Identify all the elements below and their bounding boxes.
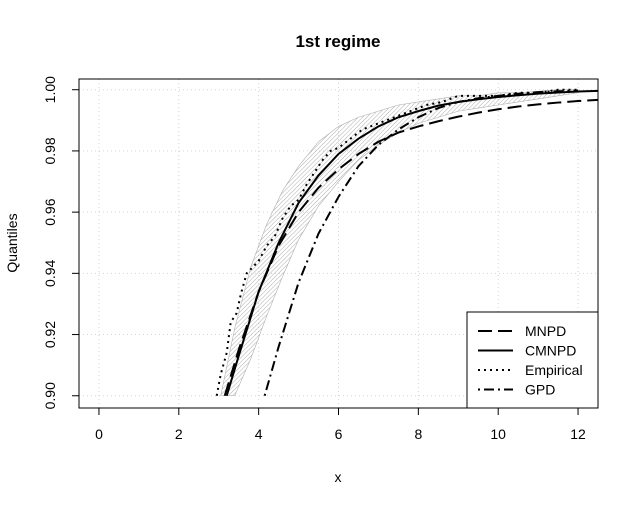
- legend-label-empirical: Empirical: [525, 362, 583, 378]
- y-axis-label: Quantiles: [4, 213, 20, 272]
- y-tick-label: 0.96: [42, 198, 58, 225]
- x-tick-label: 12: [570, 426, 586, 442]
- legend-label-mnpd: MNPD: [525, 323, 566, 339]
- chart-title: 1st regime: [295, 32, 380, 51]
- x-axis-label: x: [335, 469, 342, 485]
- legend-box: [466, 311, 599, 409]
- x-tick-label: 0: [95, 426, 103, 442]
- series-line-empirical: [215, 88, 579, 396]
- x-tick-label: 8: [414, 426, 422, 442]
- y-axis: 0.90 0.92 0.94 0.96 0.98 1.00: [42, 76, 80, 409]
- x-tick-label: 4: [255, 426, 263, 442]
- y-tick-label: 0.94: [42, 260, 58, 287]
- x-tick-label: 10: [490, 426, 506, 442]
- x-axis: 0 2 4 6 8 10 12: [95, 407, 586, 442]
- series-line-mnpd: [223, 98, 598, 397]
- x-tick-label: 6: [335, 426, 343, 442]
- y-tick-label: 0.98: [42, 137, 58, 164]
- x-tick-label: 2: [175, 426, 183, 442]
- legend-label-gpd: GPD: [525, 382, 555, 398]
- series-lines: [215, 88, 598, 397]
- series-line-gpd: [263, 89, 579, 397]
- legend: MNPD CMNPD Empirical GPD: [466, 311, 599, 409]
- series-line-cmnpd: [225, 89, 598, 397]
- y-tick-label: 0.90: [42, 382, 58, 409]
- y-tick-label: 1.00: [42, 76, 58, 103]
- y-tick-label: 0.92: [42, 321, 58, 348]
- legend-label-cmnpd: CMNPD: [525, 343, 576, 359]
